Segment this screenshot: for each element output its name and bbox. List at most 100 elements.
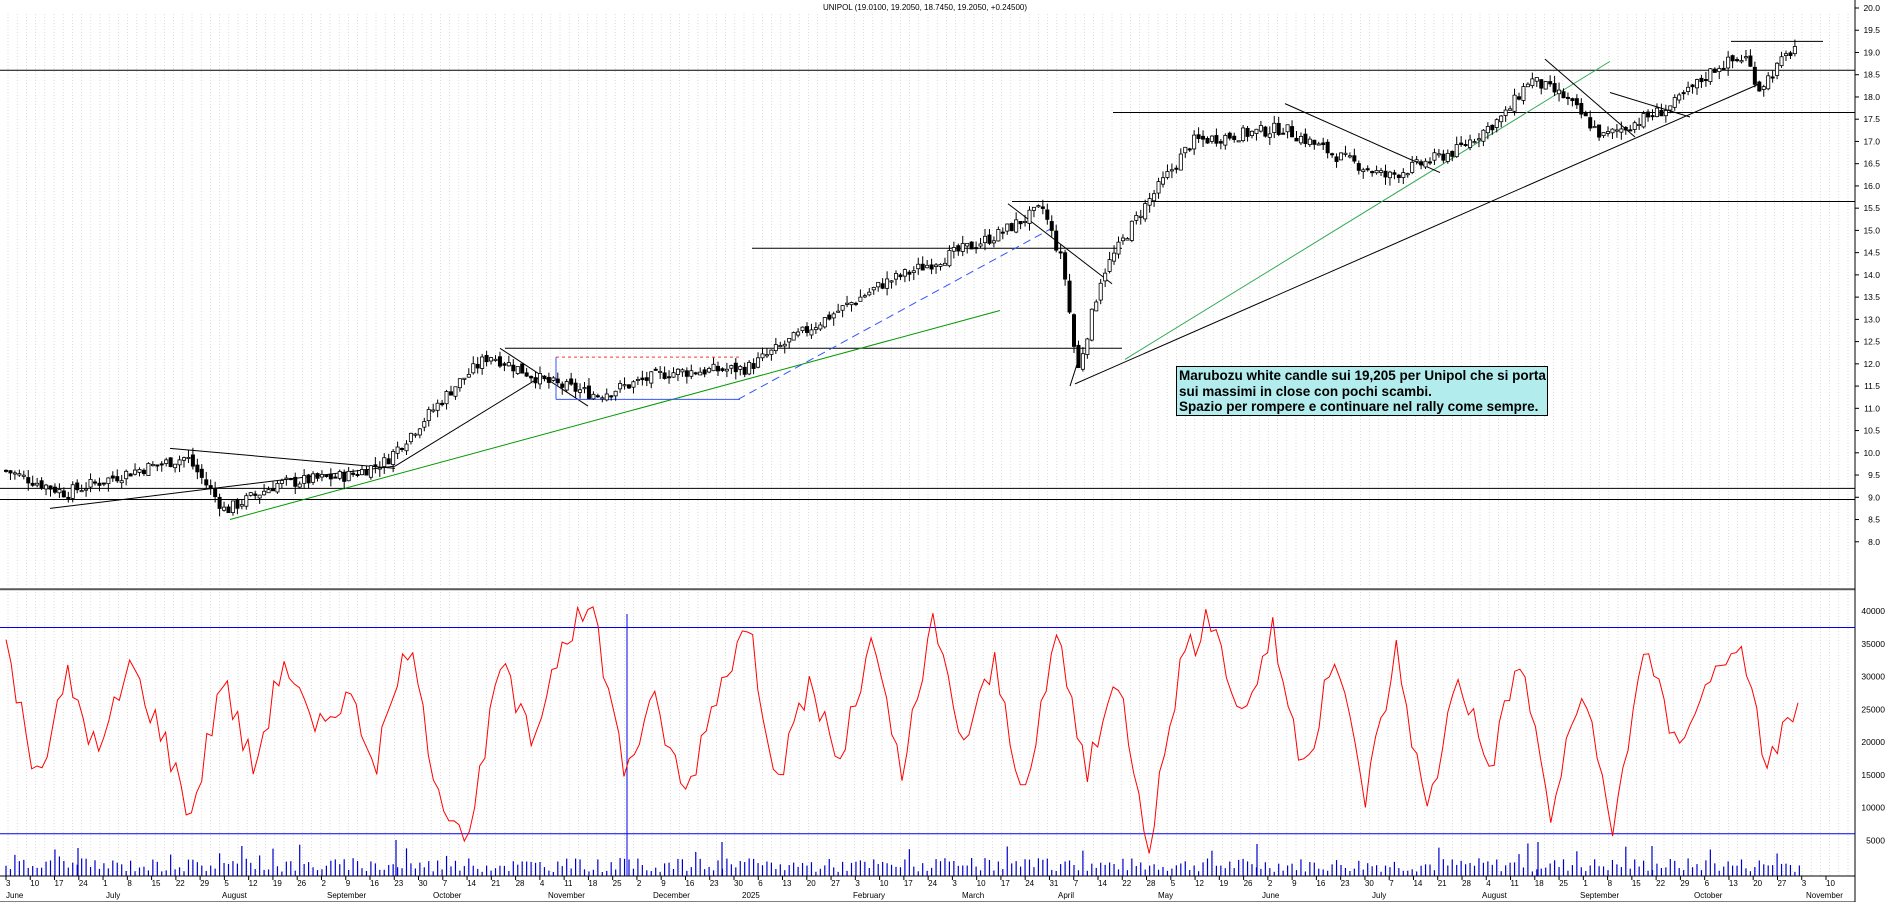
candle-body [400,447,405,450]
trendline [1284,103,1441,174]
x-day-label: 9 [661,879,666,888]
x-day-label: 28 [1147,879,1156,888]
candle-body [84,488,89,491]
candle-body [328,473,333,480]
candle-body [1490,124,1495,131]
candle-body [1454,144,1459,158]
candle-body [720,368,725,371]
candle-body [1138,215,1143,218]
x-month-label: June [1262,891,1280,900]
x-day-label: 11 [1511,879,1520,888]
candle-body [965,242,970,247]
candle-body [61,490,66,498]
candle-body [1508,108,1513,111]
candle-body [466,374,471,378]
candle-body [386,458,391,465]
candle-body [1005,223,1010,232]
candle-body [1245,127,1250,137]
candle-body [1459,142,1464,145]
candle-body [275,483,280,493]
candle-body [1205,137,1210,144]
price-tick-label: 18.5 [1863,70,1880,80]
candle-body [613,390,618,397]
candle-body [288,478,293,481]
candle-body [471,363,476,374]
candle-body [1223,135,1228,146]
candle-body [1628,129,1633,132]
candle-body [524,372,529,377]
candle-body [1743,56,1748,59]
candle-body [364,469,369,476]
x-month-label: April [1058,891,1074,900]
trendline [737,227,1053,400]
x-day-label: 7 [1074,879,1079,888]
candle-body [1334,156,1339,162]
candle-body [1267,133,1272,138]
candle-body [1405,173,1410,176]
trendline [1124,60,1611,360]
candle-body [1258,125,1263,132]
candle-body [1036,205,1041,208]
candle-body [934,264,939,268]
candle-body [1739,60,1744,63]
candle-body [885,278,890,289]
candle-body [377,467,382,470]
x-day-label: 27 [1777,879,1786,888]
candle-body [578,389,583,393]
candle-body [1058,251,1063,254]
x-day-label: 14 [1413,879,1422,888]
annotation-line-1: Marubozu white candle sui 19,205 per Uni… [1179,368,1546,383]
x-day-label: 28 [1462,879,1471,888]
candle-body [1232,135,1237,140]
candle-body [1000,231,1005,234]
candle-body [573,382,578,392]
x-day-label: 6 [1705,879,1710,888]
x-day-label: 2 [1268,879,1273,888]
x-day-label: 18 [588,879,597,888]
candle-body [1775,62,1780,76]
candle-body [408,432,413,443]
candle-body [760,353,765,359]
candle-body [1463,144,1468,147]
x-tick-labels: 3 10 17 24 1 8 15 22 29 5 12 19 26 2 9 16 23 30 7 14 21 28 4 11… [5,876,1843,900]
candle-body [1472,141,1477,144]
x-day-label: 17 [55,879,64,888]
candle-body [1236,140,1241,143]
candle-body [898,274,903,278]
candle-body [1677,94,1682,101]
candle-body [1712,68,1717,73]
candle-body [1067,280,1072,313]
candle-body [947,250,952,267]
price-tick-label: 15.0 [1863,225,1880,235]
candle-body [1392,172,1397,175]
candle-body [417,428,422,436]
candle-body [1040,206,1045,209]
candle-body [1374,170,1379,174]
candle-body [956,245,961,252]
candle-body [635,378,640,381]
candle-body [653,368,658,371]
candle-body [1779,56,1784,67]
candle-body [346,470,351,482]
trendline [229,309,1001,521]
candle-body [1370,171,1375,174]
x-day-label: 10 [880,879,889,888]
candle-body [1686,86,1691,92]
trendline [1074,83,1761,385]
x-day-label: 21 [491,879,500,888]
candle-body [1423,160,1428,168]
candle-body [925,264,930,269]
x-day-label: 12 [1195,879,1204,888]
price-tick-label: 10.0 [1863,448,1880,458]
candle-body [1063,252,1068,280]
x-day-label: 2 [321,879,326,888]
candle-body [235,499,240,509]
candle-body [173,463,178,469]
candle-body [555,378,560,384]
candle-body [1276,122,1281,135]
candle-body [480,356,485,369]
candle-body [168,457,173,468]
candle-body [155,464,160,467]
candle-body [440,402,445,406]
x-day-label: 1 [1583,879,1588,888]
